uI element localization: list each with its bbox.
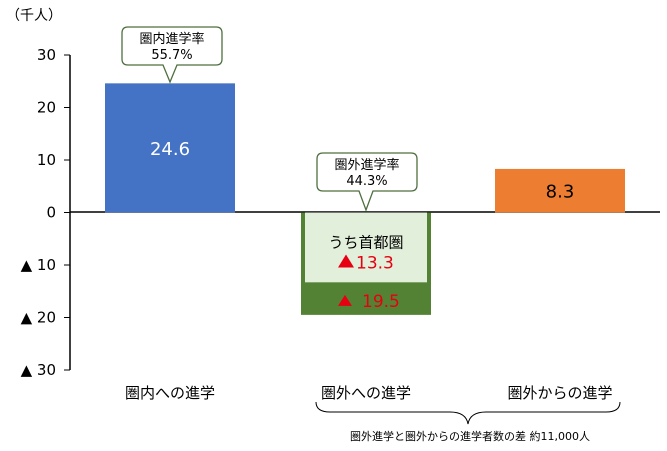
bracket <box>315 401 621 425</box>
bar-value-label: 24.6 <box>150 139 190 160</box>
category-label: 圏内への進学 <box>125 384 215 402</box>
callout-title: 圏外進学率 <box>334 157 399 173</box>
callout-title: 圏内進学率 <box>139 31 204 47</box>
category-label: 圏外からの進学 <box>507 384 612 402</box>
bar-value-label: 8.3 <box>546 182 575 203</box>
negative-triangle-icon <box>338 294 352 306</box>
bar <box>105 83 235 213</box>
sub-segment-label: うち首都圏 <box>328 234 403 252</box>
y-tick-label: ▲ 20 <box>21 309 56 327</box>
sub-segment-value: 13.3 <box>356 254 394 274</box>
callout-box <box>121 26 223 84</box>
category-label: 圏外への進学 <box>321 384 411 402</box>
bars: 24.6 うち首都圏 13.3 19.5 8.3 <box>105 83 625 315</box>
y-tick-label: 30 <box>37 46 56 64</box>
category-labels: 圏内への進学 圏外への進学 圏外からの進学 <box>125 384 613 402</box>
negative-triangle-icon <box>338 254 354 268</box>
callout-value: 44.3% <box>346 174 387 189</box>
y-tick-label: 0 <box>46 204 56 222</box>
bar <box>495 168 625 213</box>
callout-box <box>316 152 418 212</box>
y-tick-label: ▲ 10 <box>21 256 56 274</box>
unit-label: （千人） <box>6 8 62 24</box>
y-tick-label: 20 <box>37 99 56 117</box>
callout-value: 55.7% <box>151 48 192 63</box>
y-tick-label: ▲ 30 <box>21 361 56 379</box>
sub-segment-bar <box>305 212 427 283</box>
y-axis-ticks: 30 20 10 0 ▲ 10 ▲ 20 ▲ 30 <box>21 46 70 379</box>
difference-note: 圏外進学と圏外からの進学者数の差 約11,000人 <box>350 429 590 443</box>
y-tick-label: 10 <box>37 151 56 169</box>
bar-value-label: 19.5 <box>362 292 400 312</box>
